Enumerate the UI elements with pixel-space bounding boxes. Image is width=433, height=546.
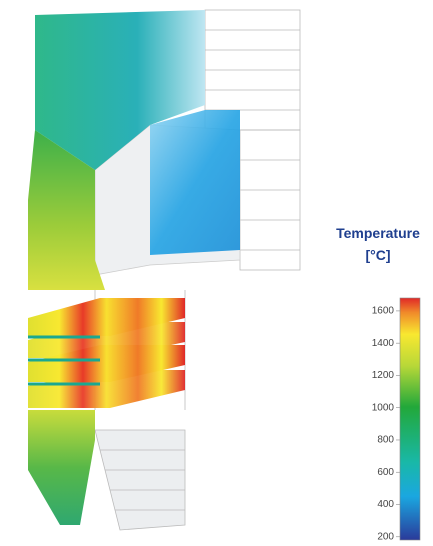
tick-label: 200 bbox=[377, 531, 394, 542]
boiler-drawing bbox=[28, 10, 300, 530]
page: Temperature [°C] 200 400 600 800 1000 1200 140… bbox=[0, 0, 433, 546]
tick-label: 1400 bbox=[372, 338, 395, 349]
scene: Temperature [°C] 200 400 600 800 1000 1200 140… bbox=[0, 0, 433, 546]
colorbar-unit: [°C] bbox=[365, 247, 390, 263]
colorbar bbox=[400, 298, 420, 540]
tick-label: 400 bbox=[377, 499, 394, 510]
temperature-slices bbox=[28, 298, 185, 408]
convective-pass bbox=[150, 110, 240, 255]
colorbar-title: Temperature bbox=[336, 225, 420, 241]
tick-label: 600 bbox=[377, 467, 394, 478]
hopper bbox=[28, 410, 95, 525]
tick-label: 1200 bbox=[372, 370, 395, 381]
tick-label: 1000 bbox=[372, 402, 395, 413]
tick-label: 1600 bbox=[372, 306, 395, 317]
tick-label: 800 bbox=[377, 435, 394, 446]
